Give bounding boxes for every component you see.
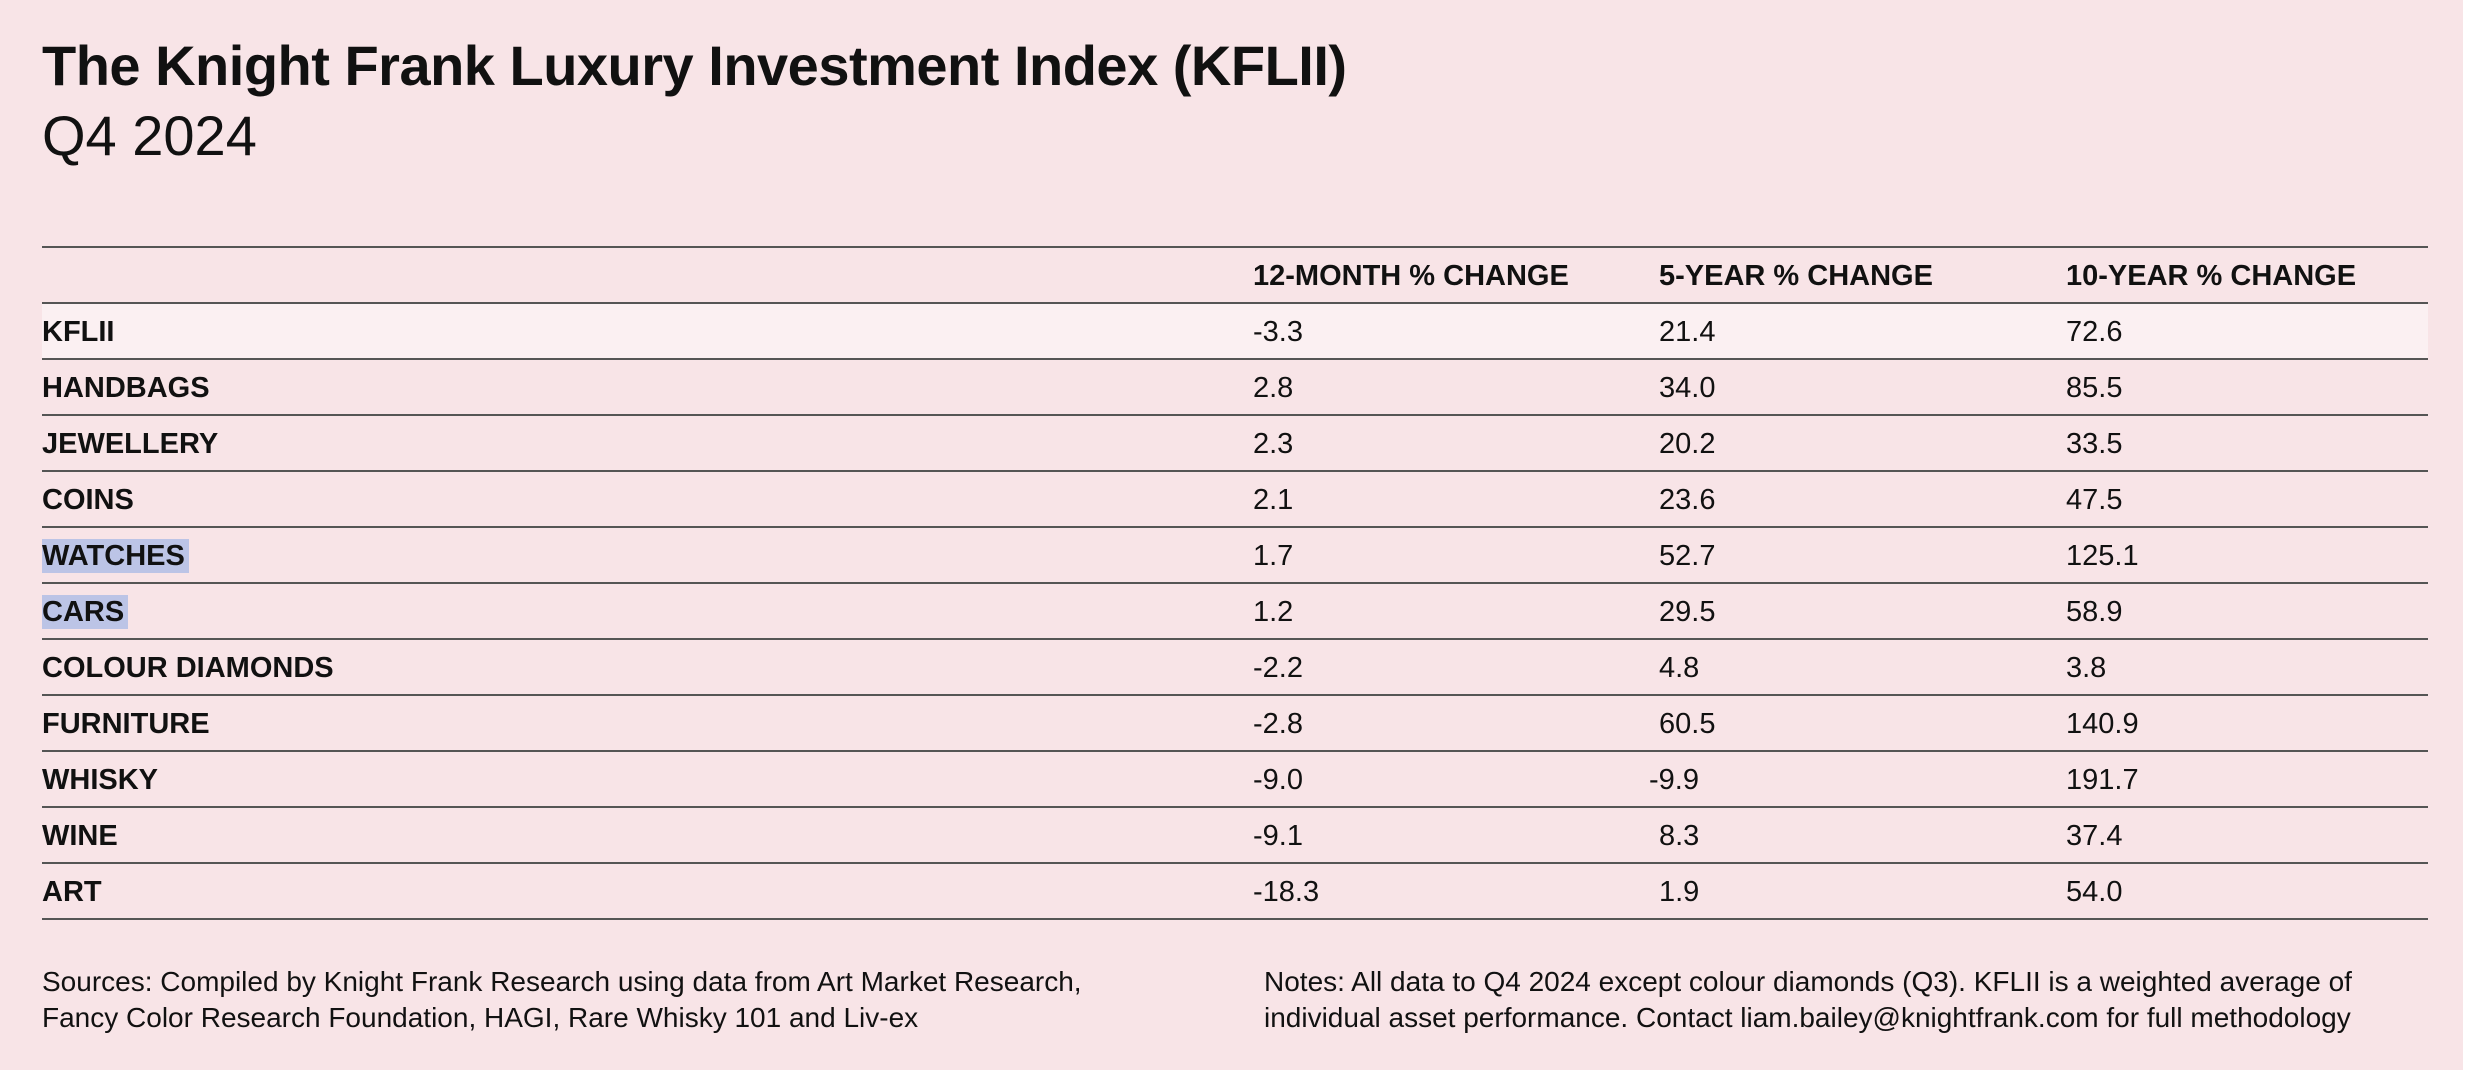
row-label: COINS [42, 484, 134, 516]
table-row-handbags: HANDBAGS 2.8 34.0 85.5 [42, 360, 2428, 416]
value-12-month: 1.2 [1253, 596, 1294, 628]
row-label: ART [42, 876, 102, 908]
notes-line: Notes: All data to Q4 2024 except colour… [1264, 966, 2352, 997]
table-row-watches: WATCHES 1.7 52.7 125.1 [42, 528, 2428, 584]
value-5-year: 1.9 [1659, 876, 1700, 908]
value-10-year: 140.9 [2066, 708, 2139, 740]
table-row-cars: CARS 1.2 29.5 58.9 [42, 584, 2428, 640]
row-label-selected[interactable]: CARS [42, 595, 129, 629]
value-5-year: -9.9 [1649, 764, 1699, 796]
table-header-row: 12-MONTH % CHANGE 5-YEAR % CHANGE 10-YEA… [42, 246, 2428, 304]
row-label: COLOUR DIAMONDS [42, 652, 334, 684]
value-12-month: -2.8 [1253, 708, 1303, 740]
value-10-year: 191.7 [2066, 764, 2139, 796]
row-label: HANDBAGS [42, 372, 210, 404]
header-10-year: 10-YEAR % CHANGE [2066, 260, 2357, 292]
value-10-year: 37.4 [2066, 820, 2123, 852]
table-row-colour-diamonds: COLOUR DIAMONDS -2.2 4.8 3.8 [42, 640, 2428, 696]
value-12-month: -18.3 [1253, 876, 1320, 908]
value-5-year: 23.6 [1659, 484, 1716, 516]
chart-title: The Knight Frank Luxury Investment Index… [42, 34, 1347, 97]
value-12-month: -9.1 [1253, 820, 1303, 852]
value-12-month: 2.1 [1253, 484, 1294, 516]
performance-table: 12-MONTH % CHANGE 5-YEAR % CHANGE 10-YEA… [42, 246, 2428, 920]
value-12-month: -9.0 [1253, 764, 1303, 796]
value-12-month: -2.2 [1253, 652, 1303, 684]
value-12-month: 2.8 [1253, 372, 1294, 404]
value-10-year: 85.5 [2066, 372, 2123, 404]
table-row-wine: WINE -9.1 8.3 37.4 [42, 808, 2428, 864]
table-row-coins: COINS 2.1 23.6 47.5 [42, 472, 2428, 528]
chart-subtitle: Q4 2024 [42, 104, 257, 167]
methodology-note: Notes: All data to Q4 2024 except colour… [1264, 964, 2352, 1036]
table-row-kflii: KFLII -3.3 21.4 72.6 [42, 304, 2428, 360]
value-5-year: 52.7 [1659, 540, 1716, 572]
row-label: FURNITURE [42, 708, 210, 740]
value-10-year: 33.5 [2066, 428, 2123, 460]
value-12-month: 2.3 [1253, 428, 1294, 460]
value-5-year: 20.2 [1659, 428, 1716, 460]
header-12-month: 12-MONTH % CHANGE [1253, 260, 1569, 292]
table-row-art: ART -18.3 1.9 54.0 [42, 864, 2428, 920]
row-label: WINE [42, 820, 118, 852]
table-row-whisky: WHISKY -9.0 -9.9 191.7 [42, 752, 2428, 808]
row-label: JEWELLERY [42, 428, 219, 460]
sources-note: Sources: Compiled by Knight Frank Resear… [42, 964, 1082, 1036]
value-5-year: 29.5 [1659, 596, 1716, 628]
value-5-year: 21.4 [1659, 316, 1716, 348]
value-10-year: 47.5 [2066, 484, 2123, 516]
value-12-month: -3.3 [1253, 316, 1303, 348]
table-row-jewellery: JEWELLERY 2.3 20.2 33.5 [42, 416, 2428, 472]
value-10-year: 125.1 [2066, 540, 2139, 572]
notes-line: individual asset performance. Contact li… [1264, 1002, 2351, 1033]
sources-line: Sources: Compiled by Knight Frank Resear… [42, 966, 1082, 997]
row-label: KFLII [42, 316, 115, 348]
row-label: WHISKY [42, 764, 158, 796]
value-10-year: 54.0 [2066, 876, 2123, 908]
sources-line: Fancy Color Research Foundation, HAGI, R… [42, 1002, 919, 1033]
value-5-year: 4.8 [1659, 652, 1700, 684]
table-row-furniture: FURNITURE -2.8 60.5 140.9 [42, 696, 2428, 752]
value-10-year: 72.6 [2066, 316, 2123, 348]
value-10-year: 3.8 [2066, 652, 2107, 684]
row-label-selected[interactable]: WATCHES [42, 539, 189, 573]
value-5-year: 34.0 [1659, 372, 1716, 404]
value-5-year: 8.3 [1659, 820, 1700, 852]
header-5-year: 5-YEAR % CHANGE [1659, 260, 1933, 292]
value-10-year: 58.9 [2066, 596, 2123, 628]
value-12-month: 1.7 [1253, 540, 1294, 572]
value-5-year: 60.5 [1659, 708, 1716, 740]
